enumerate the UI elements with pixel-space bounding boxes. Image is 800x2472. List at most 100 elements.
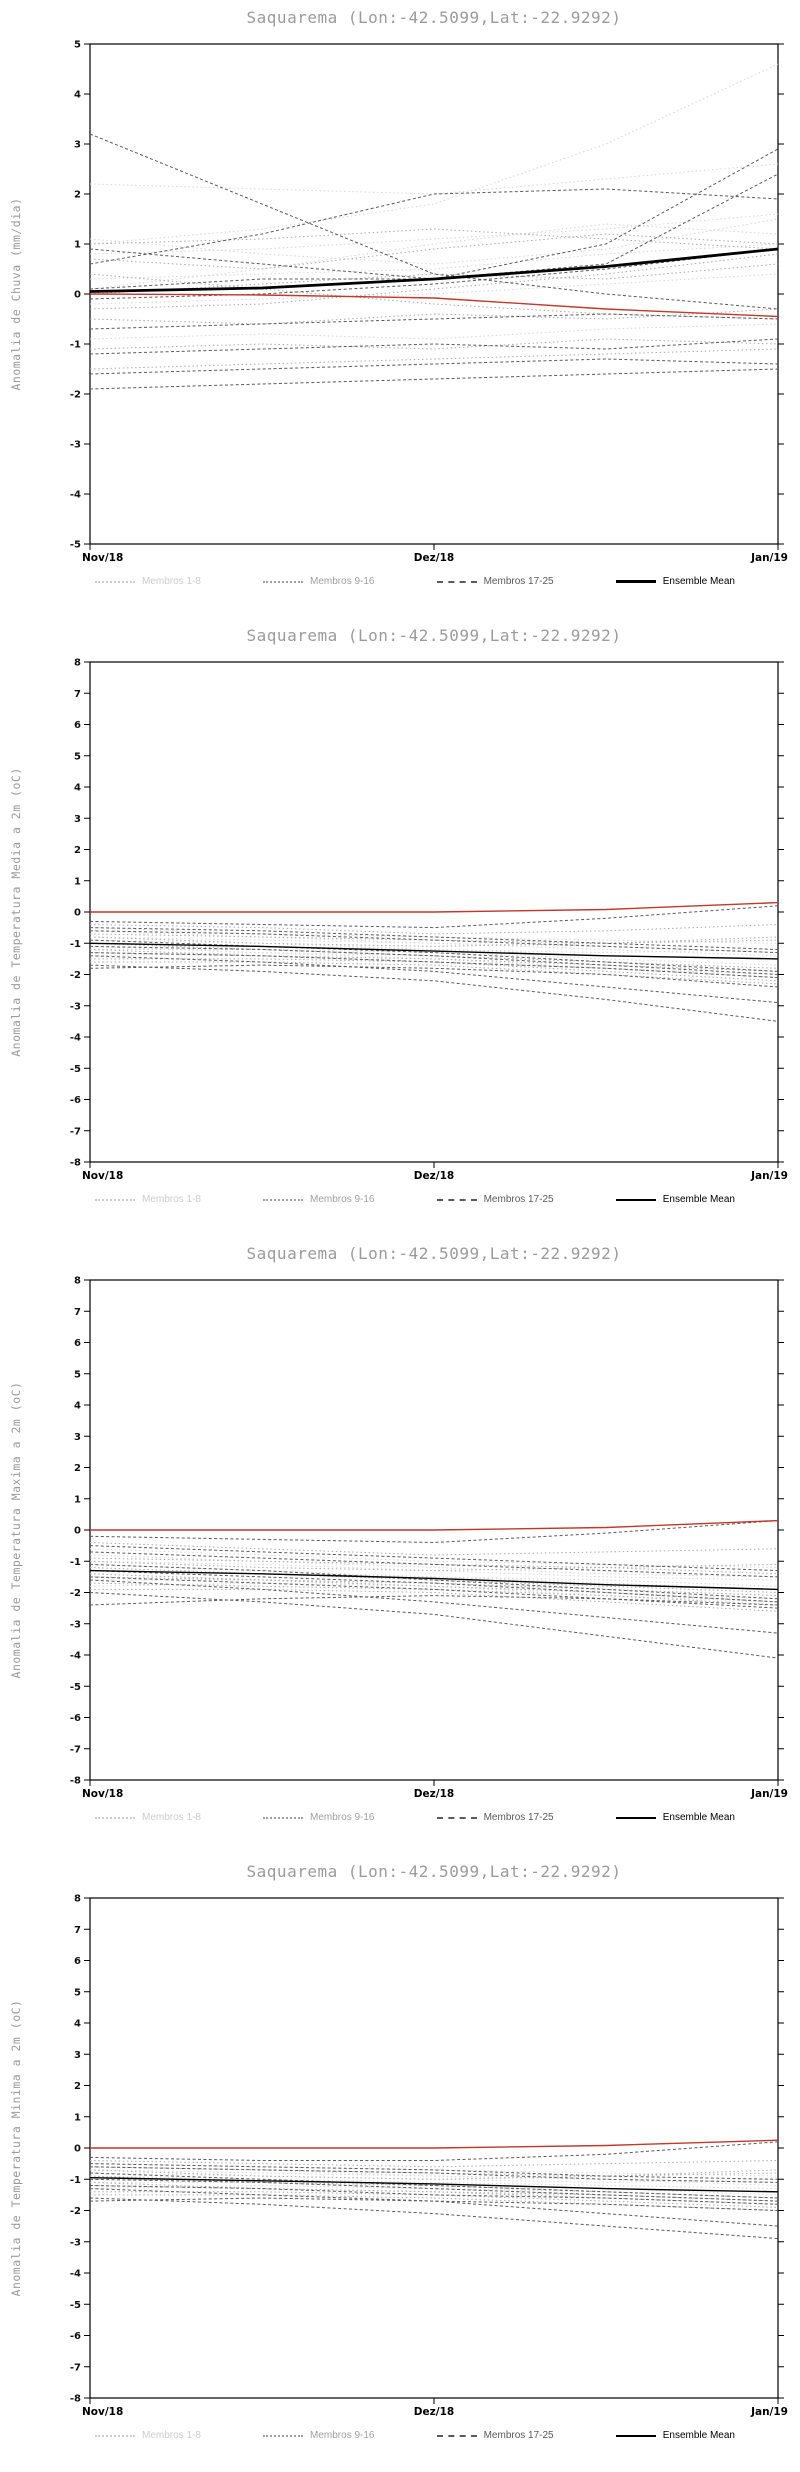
y-tick-label: -1 bbox=[70, 939, 81, 950]
y-tick-label: -4 bbox=[70, 1651, 81, 1662]
member-line bbox=[89, 1563, 779, 1600]
legend-item-members-9-16: Membros 9-16 bbox=[263, 2430, 374, 2441]
y-tick-label: 8 bbox=[74, 1894, 81, 1905]
member-line bbox=[89, 1570, 779, 1603]
y-tick-label: -2 bbox=[70, 2206, 81, 2217]
y-tick-label: -2 bbox=[70, 390, 81, 401]
member-line bbox=[89, 2166, 779, 2183]
x-tick-label: Jan/19 bbox=[750, 2406, 788, 2418]
legend-item-ensemble-mean: Ensemble Mean bbox=[615, 576, 735, 587]
y-tick-label: -3 bbox=[70, 1001, 81, 1012]
y-tick-label: 7 bbox=[74, 1925, 81, 1936]
x-axis: Nov/18 Dez/18 Jan/19 bbox=[82, 1162, 788, 1182]
y-tick-label: 0 bbox=[74, 290, 81, 301]
y-tick-label: 3 bbox=[74, 814, 81, 825]
legend-line-swatch bbox=[263, 2434, 304, 2437]
legend-label: Membros 1-8 bbox=[142, 1812, 201, 1823]
legend-line-swatch bbox=[436, 1816, 477, 1819]
plot-canvas: -8 -7 -6 -5 -4 -3 -2 -1 0 1 2 3 4 5 6 7 8 Nov/18 Dez/18 Jan… bbox=[70, 1894, 788, 2419]
chart-title: Saquarema (Lon:-42.5099,Lat:-22.9292) bbox=[246, 1244, 622, 1263]
y-tick-label: -5 bbox=[70, 1682, 81, 1693]
member-line bbox=[89, 243, 779, 280]
y-tick-label: 3 bbox=[74, 140, 81, 151]
member-line bbox=[89, 2163, 779, 2180]
legend-item-ensemble-mean: Ensemble Mean bbox=[615, 1194, 735, 1205]
legend-line-swatch bbox=[436, 1198, 477, 1201]
y-tick-label: -3 bbox=[70, 1619, 81, 1630]
y-tick-label: -4 bbox=[70, 1033, 81, 1044]
x-axis: Nov/18 Dez/18 Jan/19 bbox=[82, 2398, 788, 2418]
legend-line-swatch bbox=[95, 1198, 135, 1201]
legend-line-swatch bbox=[615, 580, 656, 583]
legend-line-swatch bbox=[95, 2434, 135, 2437]
member-line bbox=[89, 939, 779, 972]
ensemble-member-lines bbox=[89, 905, 779, 1022]
y-tick-label: -7 bbox=[70, 1744, 81, 1755]
member-line bbox=[89, 163, 779, 195]
member-line bbox=[89, 2197, 779, 2240]
y-tick-label: 2 bbox=[74, 190, 81, 201]
y-tick-label: 5 bbox=[74, 1369, 81, 1380]
member-line bbox=[89, 2172, 779, 2199]
legend-label: Membros 17-25 bbox=[483, 2430, 554, 2441]
member-line bbox=[89, 1592, 779, 1659]
y-tick-label: -2 bbox=[70, 970, 81, 981]
y-tick-label: 1 bbox=[74, 1494, 81, 1505]
y-tick-label: 5 bbox=[74, 751, 81, 762]
legend-item-ensemble-mean: Ensemble Mean bbox=[615, 1812, 735, 1823]
y-tick-label: -6 bbox=[70, 2331, 81, 2342]
legend-label: Membros 9-16 bbox=[310, 576, 375, 587]
member-line bbox=[89, 253, 779, 310]
reference-line bbox=[90, 901, 779, 913]
reference-line bbox=[89, 293, 779, 318]
y-tick-label: 4 bbox=[74, 1401, 81, 1412]
chart-min-temperature-anomaly: Saquarema (Lon:-42.5099,Lat:-22.9292) An… bbox=[0, 1854, 800, 2472]
member-line bbox=[89, 930, 779, 957]
y-tick-label: -2 bbox=[70, 1588, 81, 1599]
x-tick-label: Nov/18 bbox=[82, 1170, 123, 1182]
y-tick-label: -8 bbox=[70, 1776, 81, 1787]
legend-line-swatch bbox=[436, 580, 477, 583]
member-line bbox=[89, 228, 779, 250]
legend-item-members-1-8: Membros 1-8 bbox=[95, 576, 201, 587]
y-axis: -8 -7 -6 -5 -4 -3 -2 -1 0 1 2 3 4 5 6 7 8 bbox=[70, 658, 784, 1169]
legend-line-swatch bbox=[95, 1816, 135, 1819]
member-line bbox=[89, 1545, 779, 1572]
legend-label: Ensemble Mean bbox=[662, 1194, 735, 1205]
y-tick-label: 7 bbox=[74, 689, 81, 700]
y-tick-label: 2 bbox=[74, 845, 81, 856]
ensemble-member-lines bbox=[89, 63, 779, 390]
member-line bbox=[89, 348, 779, 370]
y-tick-label: -5 bbox=[70, 1064, 81, 1075]
member-line bbox=[89, 338, 779, 355]
member-line bbox=[89, 2188, 779, 2227]
legend-label: Membros 17-25 bbox=[483, 1812, 554, 1823]
chart-title: Saquarema (Lon:-42.5099,Lat:-22.9292) bbox=[246, 8, 622, 27]
x-tick-label: Jan/19 bbox=[750, 1788, 788, 1800]
x-tick-label: Dez/18 bbox=[414, 1170, 454, 1182]
y-tick-label: -3 bbox=[70, 440, 81, 451]
legend-line-swatch bbox=[263, 1816, 304, 1819]
legend-item-members-1-8: Membros 1-8 bbox=[95, 1812, 201, 1823]
member-line bbox=[89, 218, 779, 265]
member-line bbox=[89, 233, 779, 270]
chart-title: Saquarema (Lon:-42.5099,Lat:-22.9292) bbox=[246, 1862, 622, 1881]
member-line bbox=[89, 313, 779, 330]
y-tick-label: 8 bbox=[74, 658, 81, 669]
legend-label: Membros 1-8 bbox=[142, 1194, 201, 1205]
legend: Membros 1-8 Membros 9-16 Membros 17-25 E… bbox=[95, 1812, 735, 1823]
y-tick-label: -5 bbox=[70, 2300, 81, 2311]
member-line bbox=[89, 952, 779, 979]
member-line bbox=[89, 173, 779, 280]
chart-max-temperature-anomaly: Saquarema (Lon:-42.5099,Lat:-22.9292) An… bbox=[0, 1236, 800, 1854]
y-tick-label: -1 bbox=[70, 2175, 81, 2186]
legend-line-swatch bbox=[95, 580, 135, 583]
y-tick-label: 4 bbox=[74, 90, 81, 101]
member-line bbox=[89, 2185, 779, 2205]
x-tick-label: Dez/18 bbox=[414, 2406, 454, 2418]
chart-precipitation-anomaly: Saquarema (Lon:-42.5099,Lat:-22.9292) An… bbox=[0, 0, 800, 618]
y-tick-label: 0 bbox=[74, 2144, 81, 2155]
legend-label: Membros 17-25 bbox=[483, 1194, 554, 1205]
legend-item-members-17-25: Membros 17-25 bbox=[436, 576, 554, 587]
y-tick-label: -8 bbox=[70, 1158, 81, 1169]
